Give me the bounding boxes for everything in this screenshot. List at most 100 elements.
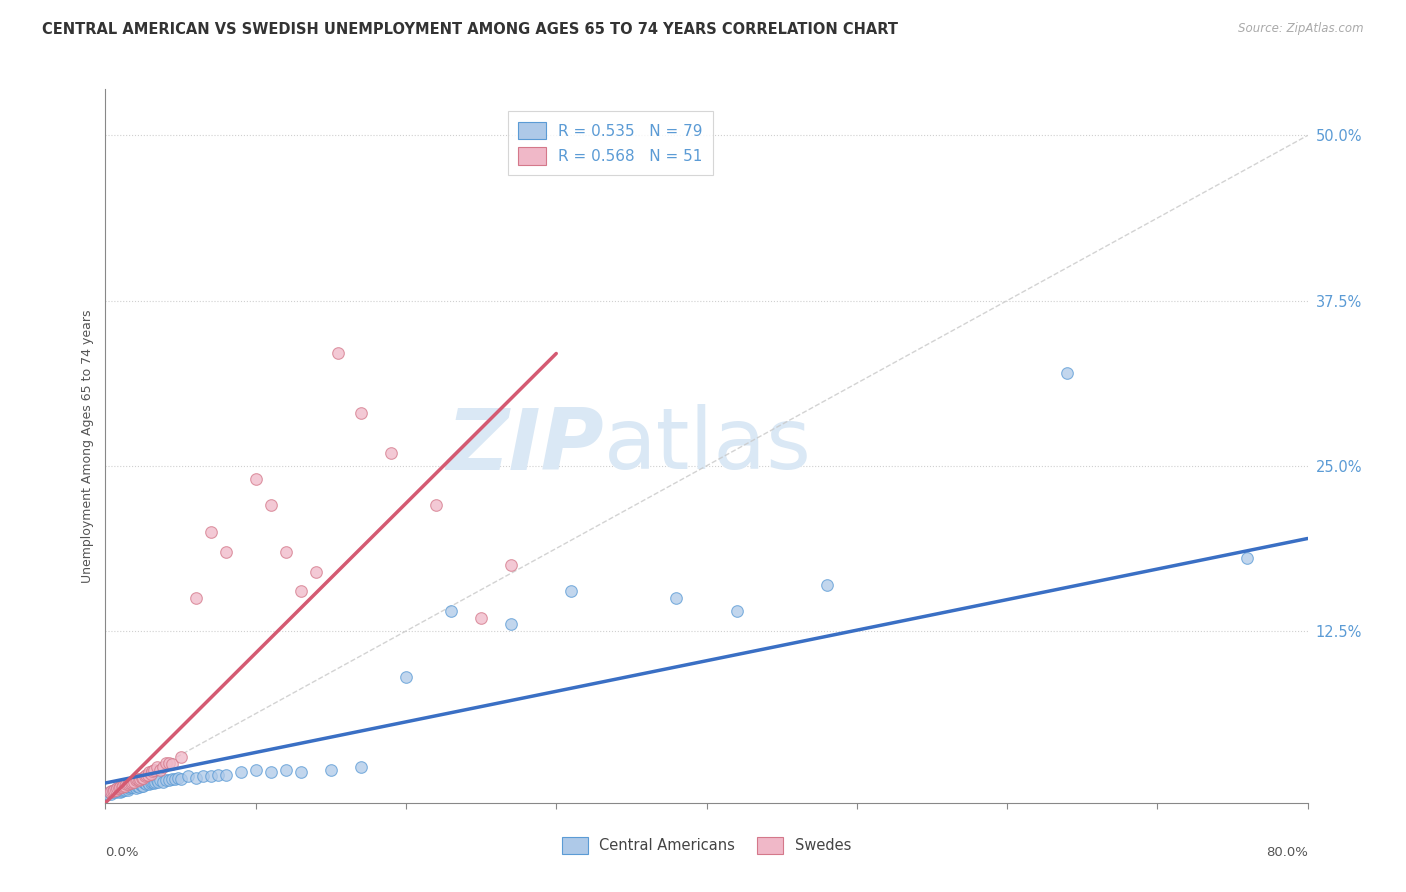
Point	[114, 782, 136, 797]
Point	[141, 774, 163, 789]
Point	[155, 773, 177, 788]
Point	[328, 346, 350, 360]
Point	[440, 604, 463, 618]
Point	[191, 769, 214, 783]
Point	[274, 763, 297, 777]
Point	[117, 780, 139, 794]
Point	[110, 780, 132, 794]
Text: 80.0%: 80.0%	[1265, 846, 1308, 859]
Point	[139, 776, 162, 790]
Point	[395, 670, 418, 684]
Point	[166, 771, 188, 785]
Point	[725, 604, 748, 618]
Point	[132, 771, 155, 785]
Point	[157, 773, 180, 788]
Point	[121, 777, 143, 791]
Point	[136, 768, 159, 782]
Point	[134, 776, 156, 790]
Point	[319, 763, 342, 777]
Point	[128, 776, 150, 790]
Point	[145, 760, 167, 774]
Point	[108, 781, 131, 796]
Point	[145, 773, 167, 788]
Point	[1056, 367, 1078, 381]
Point	[350, 406, 373, 420]
Point	[101, 785, 124, 799]
Point	[104, 782, 127, 797]
Point	[110, 780, 132, 794]
Point	[200, 769, 222, 783]
Point	[112, 779, 135, 793]
Point	[350, 760, 373, 774]
Point	[112, 780, 135, 794]
Point	[110, 782, 132, 797]
Point	[122, 774, 145, 789]
Point	[128, 773, 150, 788]
Point	[160, 757, 183, 772]
Point	[665, 591, 688, 605]
Point	[129, 777, 152, 791]
Point	[125, 772, 148, 786]
Point	[142, 776, 165, 790]
Point	[120, 780, 142, 794]
Point	[100, 787, 122, 801]
Point	[118, 779, 141, 793]
Point	[141, 764, 163, 778]
Point	[815, 578, 838, 592]
Point	[114, 779, 136, 793]
Point	[124, 773, 146, 788]
Text: CENTRAL AMERICAN VS SWEDISH UNEMPLOYMENT AMONG AGES 65 TO 74 YEARS CORRELATION C: CENTRAL AMERICAN VS SWEDISH UNEMPLOYMENT…	[42, 22, 898, 37]
Point	[101, 784, 124, 798]
Point	[143, 774, 166, 789]
Point	[128, 780, 150, 794]
Point	[207, 768, 229, 782]
Point	[112, 782, 135, 797]
Point	[290, 765, 312, 780]
Point	[124, 777, 146, 791]
Point	[245, 763, 267, 777]
Point	[132, 774, 155, 789]
Point	[115, 777, 138, 791]
Point	[148, 763, 170, 777]
Text: atlas: atlas	[605, 404, 813, 488]
Point	[111, 781, 134, 796]
Text: ZIP: ZIP	[447, 404, 605, 488]
Point	[501, 558, 523, 572]
Point	[290, 584, 312, 599]
Point	[104, 782, 127, 797]
Point	[98, 785, 121, 799]
Point	[132, 779, 155, 793]
Point	[114, 779, 136, 793]
Point	[124, 781, 146, 796]
Point	[117, 777, 139, 791]
Point	[184, 771, 207, 785]
Point	[214, 545, 236, 559]
Point	[98, 785, 121, 799]
Point	[103, 782, 125, 797]
Point	[184, 591, 207, 605]
Point	[120, 776, 142, 790]
Point	[229, 765, 252, 780]
Point	[139, 766, 162, 780]
Point	[501, 617, 523, 632]
Point	[134, 769, 156, 783]
Point	[169, 749, 191, 764]
Point	[305, 565, 328, 579]
Point	[115, 781, 138, 796]
Point	[107, 784, 129, 798]
Point	[125, 779, 148, 793]
Point	[470, 611, 492, 625]
Point	[111, 784, 134, 798]
Point	[122, 779, 145, 793]
Point	[118, 776, 141, 790]
Point	[1236, 551, 1258, 566]
Point	[425, 499, 447, 513]
Point	[129, 772, 152, 786]
Point	[152, 774, 174, 789]
Point	[163, 772, 186, 786]
Point	[135, 768, 157, 782]
Point	[380, 445, 402, 459]
Point	[100, 784, 122, 798]
Point	[135, 777, 157, 791]
Point	[121, 774, 143, 789]
